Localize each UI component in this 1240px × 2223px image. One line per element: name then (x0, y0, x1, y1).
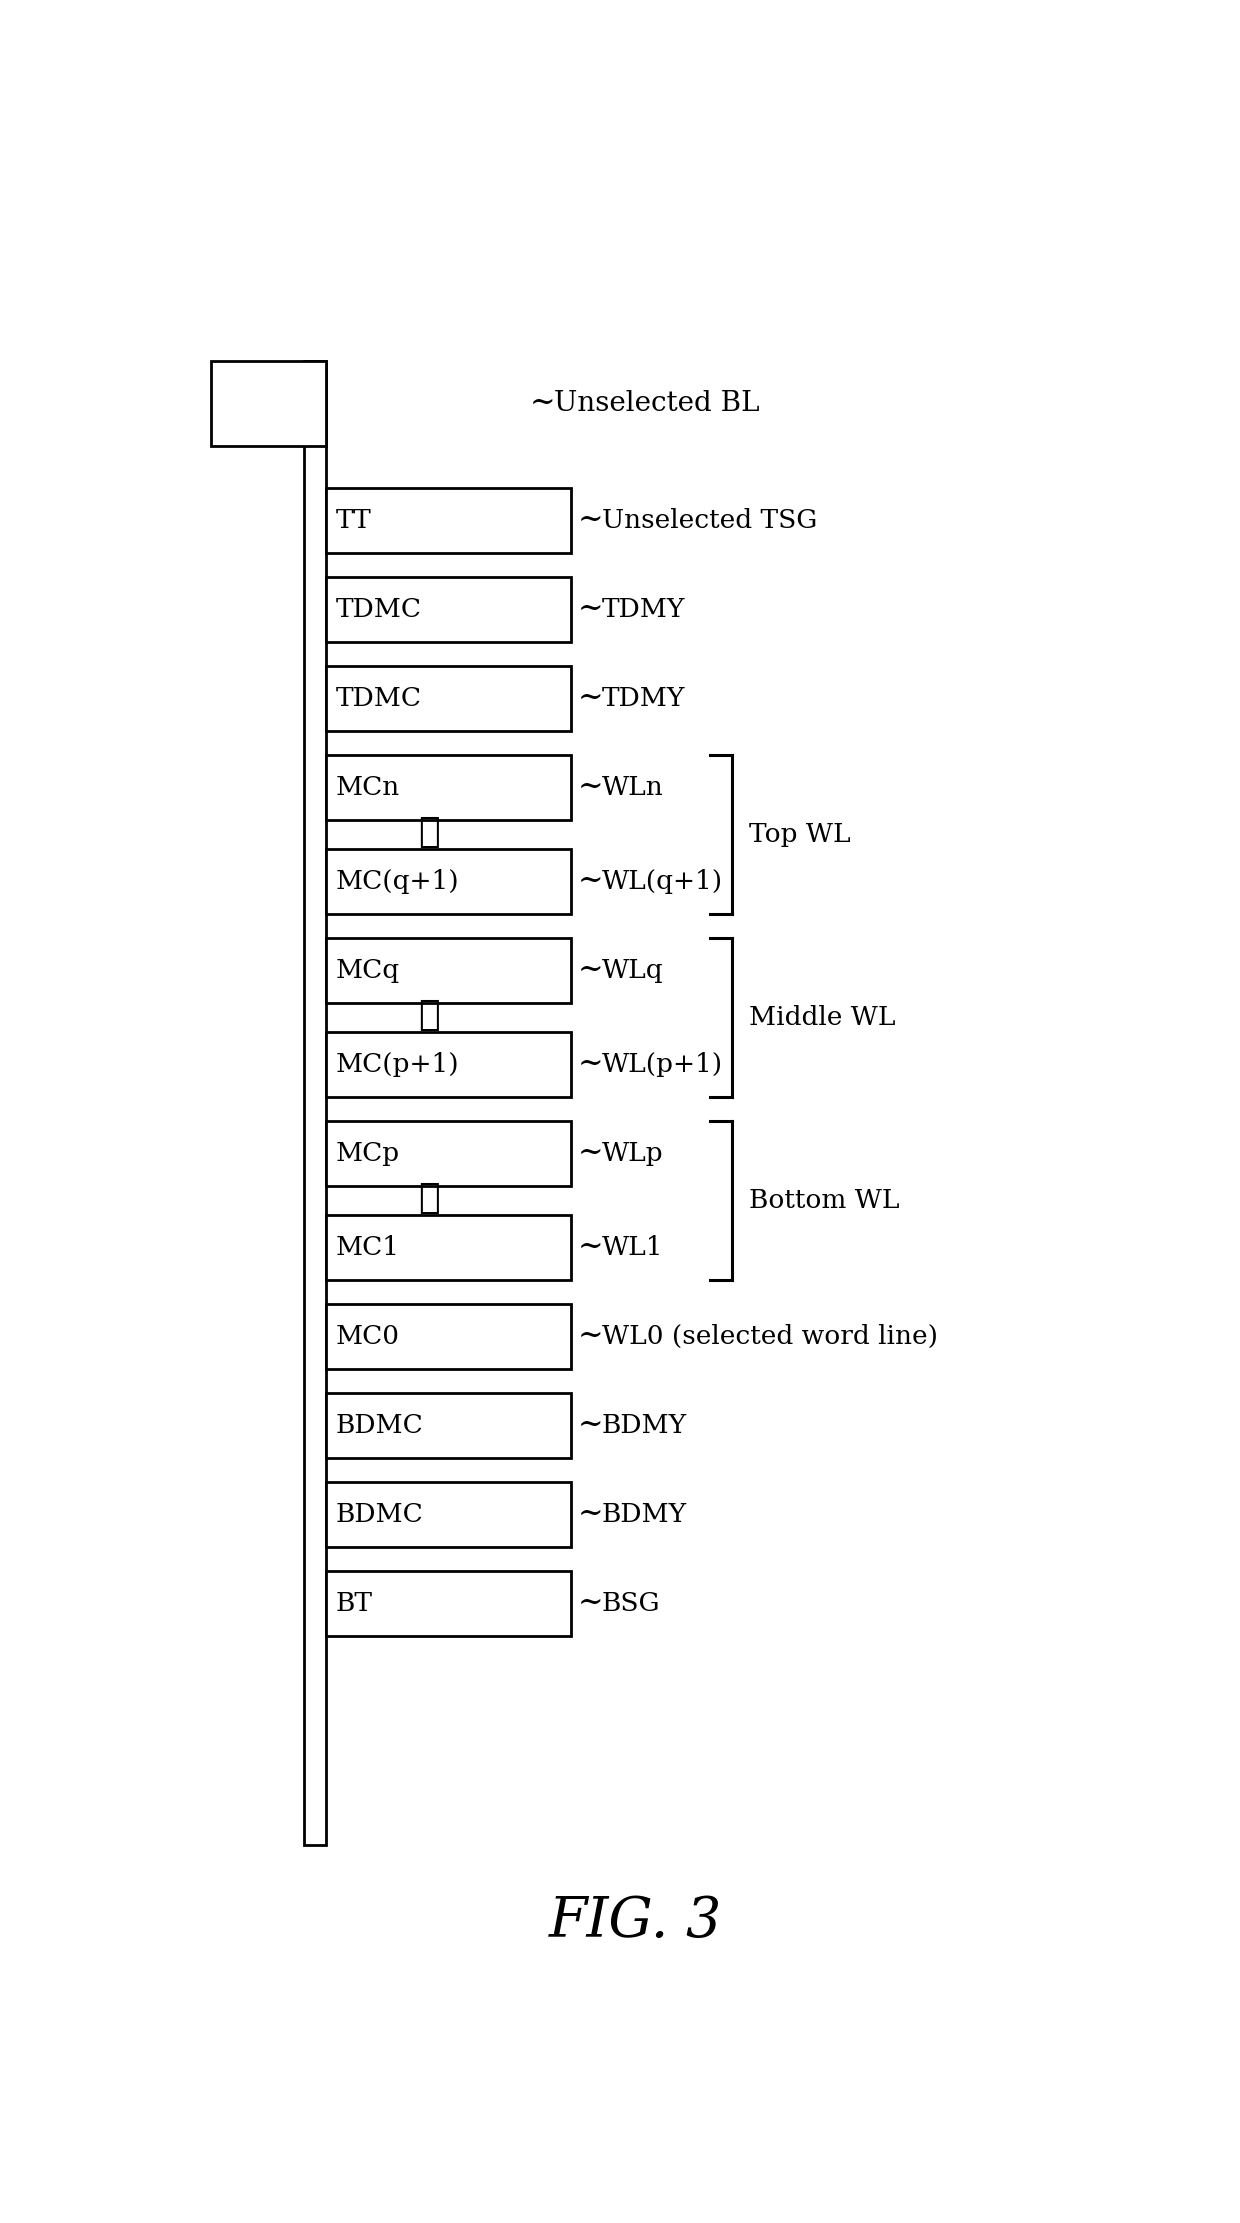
Bar (326, 576, 572, 642)
Bar (326, 938, 572, 1003)
Text: FIG. 3: FIG. 3 (549, 1894, 722, 1950)
Text: WLn: WLn (601, 774, 663, 800)
Text: ⋯: ⋯ (419, 814, 440, 849)
Text: TDMY: TDMY (601, 685, 686, 711)
Bar (326, 487, 572, 554)
Text: Unselected BL: Unselected BL (554, 391, 759, 418)
Bar (326, 849, 572, 914)
Text: ~: ~ (578, 1138, 604, 1169)
Text: TDMC: TDMC (336, 596, 422, 622)
Text: MC(p+1): MC(p+1) (336, 1051, 459, 1076)
Bar (211, 360, 326, 447)
Text: WL0 (selected word line): WL0 (selected word line) (601, 1325, 937, 1349)
Bar (326, 1031, 572, 1096)
Text: MCq: MCq (336, 958, 399, 983)
Text: ~: ~ (578, 954, 604, 985)
Text: WL(p+1): WL(p+1) (601, 1051, 723, 1076)
Text: ~: ~ (578, 1320, 604, 1352)
Text: ~: ~ (529, 389, 556, 420)
Text: BSG: BSG (601, 1592, 661, 1616)
Text: ⋯: ⋯ (419, 998, 440, 1031)
Text: BT: BT (336, 1592, 373, 1616)
Text: ~: ~ (578, 505, 604, 536)
Text: MC0: MC0 (336, 1325, 399, 1349)
Bar (326, 665, 572, 731)
Bar (326, 1305, 572, 1369)
Text: ~: ~ (578, 1409, 604, 1441)
Text: WL(q+1): WL(q+1) (601, 869, 723, 894)
Bar (326, 754, 572, 820)
Text: ~: ~ (578, 771, 604, 803)
Text: TDMC: TDMC (336, 685, 422, 711)
Text: Top WL: Top WL (749, 823, 851, 847)
Text: Unselected TSG: Unselected TSG (601, 507, 817, 534)
Text: WL1: WL1 (601, 1236, 663, 1260)
Text: Bottom WL: Bottom WL (749, 1187, 899, 1214)
Bar (304, 360, 326, 1845)
Text: ~: ~ (578, 1049, 604, 1080)
Text: ~: ~ (578, 682, 604, 714)
Bar (326, 1120, 572, 1185)
Text: WLq: WLq (601, 958, 663, 983)
Bar (326, 1216, 572, 1280)
Text: MC(q+1): MC(q+1) (336, 869, 459, 894)
Text: ~: ~ (578, 1232, 604, 1263)
Text: Middle WL: Middle WL (749, 1005, 895, 1029)
Text: BDMY: BDMY (601, 1503, 687, 1527)
Text: TT: TT (336, 507, 372, 534)
Text: ~: ~ (578, 865, 604, 896)
Text: BDMC: BDMC (336, 1414, 423, 1438)
Text: ~: ~ (578, 594, 604, 625)
Text: MCn: MCn (336, 774, 401, 800)
Bar (326, 1394, 572, 1458)
Text: TDMY: TDMY (601, 596, 686, 622)
Bar (326, 1483, 572, 1547)
Text: MC1: MC1 (336, 1236, 399, 1260)
Bar (326, 1572, 572, 1636)
Text: ~: ~ (578, 1587, 604, 1618)
Text: BDMC: BDMC (336, 1503, 423, 1527)
Text: MCp: MCp (336, 1140, 399, 1165)
Text: ~: ~ (578, 1498, 604, 1529)
Text: ⋯: ⋯ (419, 1180, 440, 1216)
Text: BDMY: BDMY (601, 1414, 687, 1438)
Text: WLp: WLp (601, 1140, 663, 1165)
